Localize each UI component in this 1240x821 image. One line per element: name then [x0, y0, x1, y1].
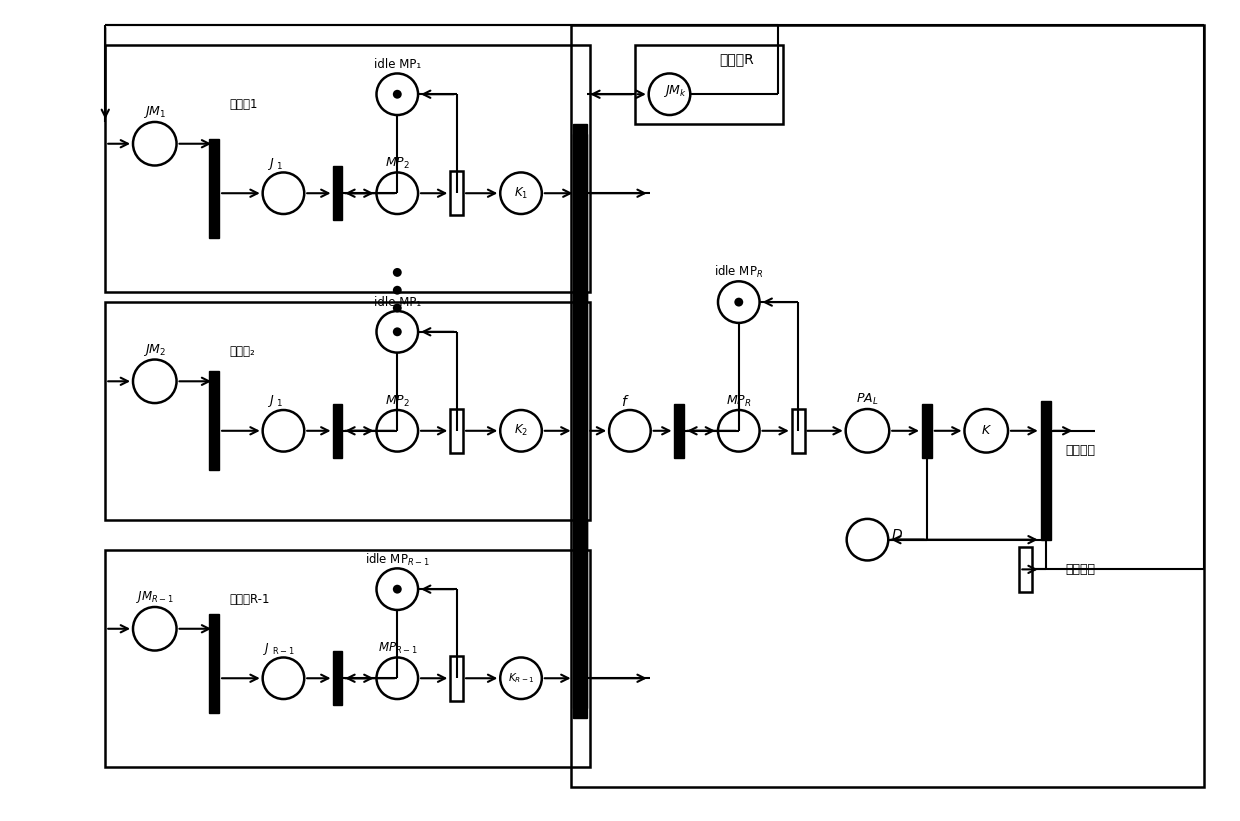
Text: $K_1$: $K_1$: [513, 186, 528, 201]
Bar: [450, 409, 463, 453]
Text: $J\ _{\mathregular{R-1}}$: $J\ _{\mathregular{R-1}}$: [263, 640, 294, 657]
Text: $D$: $D$: [892, 528, 903, 542]
Bar: [105, 45, 590, 292]
Text: idle MP₁: idle MP₁: [373, 296, 420, 309]
Text: idle MP$_R$: idle MP$_R$: [714, 264, 764, 281]
Bar: [210, 139, 219, 238]
Text: idle MP$_{R-1}$: idle MP$_{R-1}$: [365, 552, 429, 567]
Text: $JM_k$: $JM_k$: [662, 83, 687, 99]
Circle shape: [393, 89, 402, 99]
Text: $f$: $f$: [621, 393, 629, 409]
Bar: [573, 124, 588, 718]
Bar: [334, 404, 342, 458]
Bar: [791, 409, 805, 453]
Text: $MP_R$: $MP_R$: [725, 393, 751, 409]
Circle shape: [393, 328, 402, 337]
Text: $JM_2$: $JM_2$: [143, 342, 166, 358]
Text: 生产线1: 生产线1: [229, 98, 258, 111]
Text: 生产线₂: 生产线₂: [229, 345, 254, 358]
Bar: [210, 371, 219, 470]
Text: $K_{R-1}$: $K_{R-1}$: [507, 672, 534, 686]
Bar: [1019, 547, 1032, 592]
Bar: [450, 656, 463, 700]
Bar: [210, 614, 219, 713]
Text: $JM_1$: $JM_1$: [143, 104, 166, 120]
Text: $J\ _1$: $J\ _1$: [267, 155, 284, 172]
Text: 客户需求: 客户需求: [1065, 563, 1095, 576]
Text: $MP_2$: $MP_2$: [384, 156, 409, 171]
Circle shape: [393, 268, 402, 277]
Circle shape: [393, 304, 402, 313]
Text: idle MP₁: idle MP₁: [373, 58, 420, 71]
Text: 产品交付: 产品交付: [1065, 444, 1095, 457]
Bar: [334, 166, 342, 221]
Circle shape: [393, 286, 402, 295]
Text: $K_2$: $K_2$: [513, 424, 528, 438]
Bar: [334, 651, 342, 705]
Bar: [105, 549, 590, 768]
Text: $MP_{R-1}$: $MP_{R-1}$: [377, 641, 417, 656]
Text: $J\ _1$: $J\ _1$: [267, 393, 284, 409]
Circle shape: [393, 585, 402, 594]
Bar: [921, 404, 931, 458]
Text: $JM_{R-1}$: $JM_{R-1}$: [136, 589, 174, 605]
Text: 装配线R: 装配线R: [719, 53, 754, 67]
Bar: [105, 302, 590, 520]
Bar: [635, 45, 784, 124]
Bar: [675, 404, 684, 458]
Text: $MP_2$: $MP_2$: [384, 393, 409, 409]
Text: 生产线R-1: 生产线R-1: [229, 593, 269, 606]
Circle shape: [734, 298, 743, 306]
Bar: [570, 25, 1204, 787]
Text: $PA_L$: $PA_L$: [857, 392, 879, 406]
Text: $K$: $K$: [981, 424, 992, 438]
Bar: [450, 171, 463, 215]
Bar: [573, 134, 588, 708]
Bar: [1040, 401, 1050, 539]
